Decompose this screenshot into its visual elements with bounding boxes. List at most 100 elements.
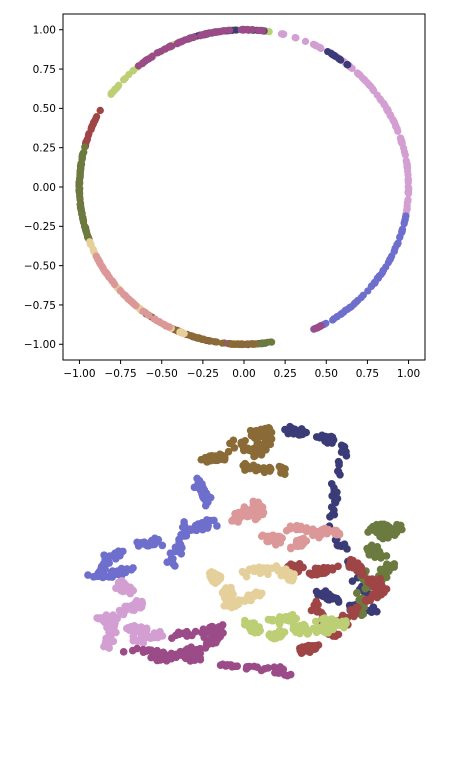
cluster-point [204, 628, 213, 636]
cluster-point [114, 578, 123, 587]
cluster-point [241, 596, 250, 604]
circle-point [175, 38, 183, 46]
cluster-point [233, 662, 242, 670]
circle-point [259, 27, 267, 35]
circle-point [403, 161, 411, 169]
cluster-point [128, 646, 137, 655]
cluster-point [264, 424, 273, 432]
circle-point [231, 340, 240, 348]
cluster-point [310, 645, 319, 653]
cluster-point [154, 631, 162, 639]
cluster-point [334, 596, 343, 605]
cluster-point [121, 606, 130, 615]
cluster-point [246, 565, 255, 574]
cluster-point [105, 559, 113, 567]
cluster-point [166, 653, 175, 662]
cluster-point [174, 628, 183, 637]
cluster-point [269, 615, 277, 624]
cluster-point [104, 615, 112, 624]
circle-point [360, 76, 369, 84]
cluster-point [139, 539, 148, 548]
cluster-series [228, 497, 344, 553]
cluster-point [371, 526, 379, 534]
cluster-point [109, 637, 118, 646]
cluster-point [327, 479, 336, 488]
cluster-point [328, 510, 337, 519]
cluster-point [203, 458, 211, 466]
cluster-point [190, 656, 199, 665]
cluster-point [223, 601, 232, 610]
cluster-point [219, 629, 227, 637]
circle-point [210, 28, 219, 36]
circle-point [103, 269, 111, 278]
cluster-point [341, 617, 350, 626]
cluster-point [263, 537, 271, 546]
cluster-point [312, 433, 321, 441]
cluster-point [301, 525, 309, 533]
cluster-point [117, 586, 125, 595]
cluster-point [335, 459, 343, 467]
cluster-point [136, 604, 145, 612]
cluster-point [264, 664, 272, 672]
cluster-point [357, 565, 366, 573]
cluster-point [171, 562, 179, 570]
x-tick-label: −0.50 [146, 368, 178, 380]
circle-point [364, 287, 372, 295]
cluster-point [317, 624, 325, 633]
circle-point [366, 81, 374, 90]
cluster-point [384, 565, 393, 573]
cluster-point [183, 627, 191, 636]
cluster-point [373, 576, 381, 585]
cluster-point [158, 541, 167, 550]
cluster-point [338, 611, 347, 620]
cluster-point [250, 592, 259, 600]
cluster-point [242, 665, 251, 673]
cluster-point [296, 427, 305, 436]
x-tick-label: −0.25 [187, 368, 219, 380]
circle-point [212, 338, 220, 346]
circle-point [132, 302, 140, 310]
cluster-point [311, 617, 320, 626]
cluster-point [194, 479, 203, 488]
circle-point [218, 339, 226, 347]
circle-point [312, 42, 320, 50]
cluster-point [319, 616, 327, 624]
cluster-point [130, 605, 139, 614]
circle-point [292, 34, 300, 42]
cluster-point [169, 554, 177, 563]
cluster-point [334, 467, 343, 476]
circle-point [83, 135, 92, 143]
cluster-point [290, 615, 299, 624]
cluster-point [314, 564, 323, 573]
y-tick-label: −0.75 [24, 300, 56, 312]
cluster-point [133, 637, 142, 645]
cluster-point [115, 551, 123, 559]
circle-point [398, 227, 406, 236]
cluster-point [243, 462, 252, 470]
cluster-point [296, 646, 305, 655]
cluster-point [189, 647, 198, 655]
cluster-point [270, 663, 279, 671]
cluster-point [327, 503, 336, 511]
circle-point [78, 209, 86, 217]
cluster-point [294, 542, 303, 550]
cluster-point [286, 523, 295, 532]
circle-point [380, 100, 388, 108]
cluster-point [362, 597, 371, 606]
cluster-point [112, 628, 120, 637]
circle-point [96, 106, 104, 114]
circle-point [242, 25, 250, 34]
cluster-point [105, 573, 113, 581]
circle-point [188, 332, 196, 340]
circle-point [263, 338, 272, 346]
cluster-point [142, 647, 150, 655]
circle-point [384, 107, 392, 115]
cluster-point [388, 525, 397, 533]
cluster-point [350, 612, 358, 621]
cluster-point [382, 552, 391, 560]
cluster-point [175, 538, 183, 547]
circle-point [155, 318, 163, 326]
circle-point [343, 60, 351, 69]
cluster-point [114, 569, 123, 577]
